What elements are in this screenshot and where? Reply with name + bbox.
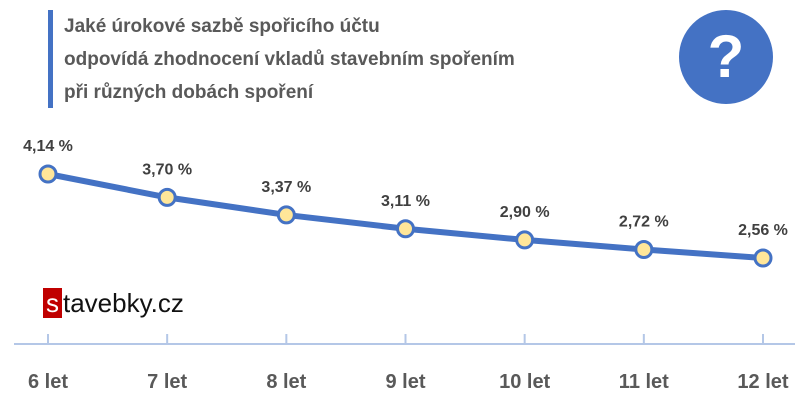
- data-point: [753, 248, 773, 268]
- data-label: 4,14 %: [23, 138, 73, 155]
- data-point: [634, 239, 654, 259]
- data-label: 3,37 %: [261, 179, 311, 196]
- chart-title-line-1: Jaké úrokové sazbě spořicího účtu: [64, 16, 380, 37]
- data-label: 2,56 %: [738, 222, 788, 239]
- x-tick-label: 6 let: [28, 371, 68, 393]
- data-label: 2,72 %: [619, 213, 669, 230]
- x-tick-label: 12 let: [737, 371, 788, 393]
- x-tick-label: 9 let: [385, 371, 425, 393]
- stavebky-logo: s tavebky.cz: [43, 288, 184, 319]
- data-point: [515, 230, 535, 250]
- data-label: 2,90 %: [500, 204, 550, 221]
- data-point: [38, 164, 58, 184]
- title-accent-bar: [48, 10, 53, 108]
- data-label: 3,70 %: [142, 161, 192, 178]
- question-icon: ?: [679, 10, 773, 104]
- data-point: [396, 219, 415, 239]
- chart-title-line-3: při různých dobách spoření: [64, 82, 314, 103]
- chart-title-line-2: odpovídá zhodnocení vkladů stavebním spo…: [64, 49, 515, 70]
- x-tick-label: 8 let: [266, 371, 306, 393]
- data-point: [157, 187, 177, 207]
- chart-title: Jaké úrokové sazbě spořicího účtu odpoví…: [64, 10, 624, 109]
- x-tick-label: 7 let: [147, 371, 187, 393]
- data-point: [276, 205, 296, 225]
- x-tick-label: 11 let: [619, 371, 669, 393]
- x-tick-label: 10 let: [499, 371, 550, 393]
- logo-text: tavebky.cz: [63, 288, 184, 318]
- logo-letter-box: s: [43, 288, 62, 318]
- data-label: 3,11 %: [381, 193, 430, 210]
